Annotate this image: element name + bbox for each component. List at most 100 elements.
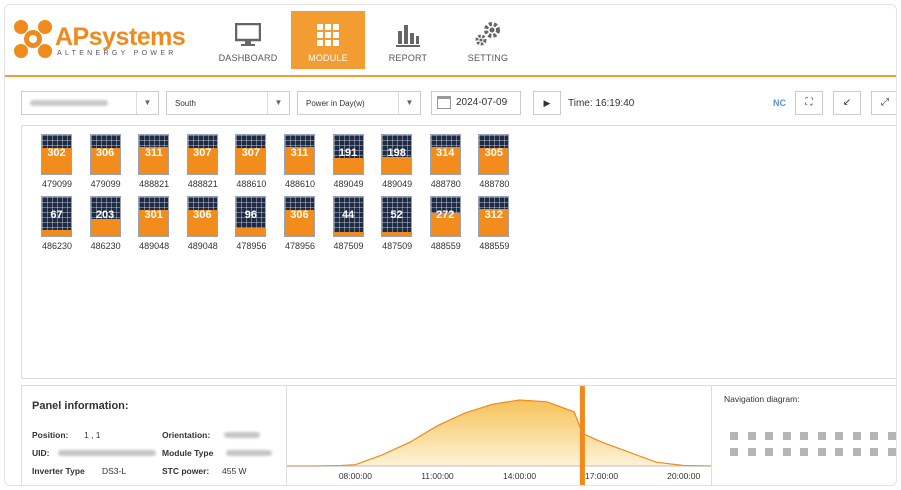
nav-module-square [817,448,826,456]
fit-button[interactable]: ⛶ [795,91,823,115]
module-item[interactable]: 198 489049 [378,134,427,196]
nav-setting[interactable]: SETTING [451,11,525,69]
power-level-fill [187,147,217,174]
module-power-value: 191 [338,147,358,159]
nav-dashboard[interactable]: DASHBOARD [211,11,285,69]
solar-panel-icon[interactable]: 306 [89,134,121,175]
module-item[interactable]: 52 487509 [378,196,427,258]
power-chart[interactable]: 08:00:00 11:00:00 14:00:00 17:00:00 20:00:00 [287,385,712,486]
module-item[interactable]: 203 486230 [87,196,136,258]
module-item[interactable]: 307 488821 [184,134,233,196]
nav-module-square [765,432,773,440]
mode-select[interactable]: Power in Day(w) ▼ [297,91,421,115]
nc-toggle[interactable]: NC [773,98,786,108]
module-power-value: 311 [290,147,309,159]
module-item[interactable]: 305 488780 [475,134,524,196]
nav-module-square [887,448,896,456]
module-item[interactable]: 311 488821 [135,134,184,196]
power-level-fill [479,209,509,236]
nav-module-square [765,448,773,456]
nav-module-square [747,448,756,456]
nav-module[interactable]: MODULE [291,11,365,69]
solar-panel-icon[interactable]: 52 [381,196,413,237]
uid-label: UID: [32,448,50,458]
module-item[interactable]: 191 489049 [330,134,379,196]
module-id: 486230 [41,241,73,251]
module-item[interactable]: 306 489048 [184,196,233,258]
module-item[interactable]: 44 487509 [330,196,379,258]
chevron-down-icon: ▼ [398,92,420,114]
module-row: 302 479099 306 479099 311 488821 307 488821 307 4… [38,134,538,196]
nav-report[interactable]: REPORT [371,11,445,69]
time-cursor[interactable] [579,386,585,486]
solar-panel-icon[interactable]: 96 [235,196,267,237]
play-button[interactable]: ▶ [533,91,561,115]
power-level-fill [284,147,314,174]
module-item[interactable]: 301 489048 [135,196,184,258]
nav-setting-label: SETTING [467,53,509,63]
x-tick-label: 14:00:00 [503,471,536,481]
solar-panel-icon[interactable]: 302 [41,134,72,175]
navigation-diagram[interactable]: Navigation diagram: [711,385,896,485]
module-item[interactable]: 314 488780 [427,134,476,196]
apsystems-logo[interactable]: APsystems ALTENERGY POWER [11,17,186,61]
module-id: 489049 [333,179,364,189]
solar-panel-icon[interactable]: 44 [332,196,364,237]
solar-panel-icon[interactable]: 306 [186,196,218,237]
main-nav: DASHBOARD MODULE REPORT SETTING [211,11,531,73]
nav-module-square [852,448,861,456]
module-item[interactable]: 311 488610 [281,134,330,196]
system-select[interactable]: ▼ [21,91,159,115]
module-item[interactable]: 96 478956 [232,196,281,258]
orientation-select[interactable]: South ▼ [166,91,290,115]
module-id: 489049 [382,179,413,189]
module-id: 479099 [90,179,121,189]
nav-module-square [730,448,738,456]
module-item[interactable]: 272 488559 [427,196,476,258]
date-picker[interactable]: 2024-07-09 [431,91,521,115]
nav-module-square [782,448,791,456]
module-item[interactable]: 312 488559 [475,196,524,258]
x-tick-label: 17:00:00 [585,471,618,481]
solar-panel-icon[interactable]: 306 [283,196,315,237]
mode-select-value: Power in Day(w) [306,99,365,108]
solar-panel-icon[interactable]: 272 [429,196,461,237]
module-item[interactable]: 302 479099 [38,134,87,196]
fullscreen-button[interactable]: ⤢ [871,91,896,115]
solar-panel-icon[interactable]: 311 [283,134,315,175]
nav-module-square [800,432,808,440]
stc-power-value: 455 W [222,466,247,476]
gears-icon [475,22,500,46]
solar-panel-icon[interactable]: 203 [89,196,121,237]
power-level-fill [139,147,169,174]
power-level-fill [479,147,509,174]
power-level-fill [382,231,412,236]
power-level-fill [430,147,460,174]
solar-panel-icon[interactable]: 198 [381,134,413,175]
zoom-in-button[interactable]: ↙ [833,91,861,115]
module-item[interactable]: 306 478956 [281,196,330,258]
solar-panel-icon[interactable]: 305 [478,134,510,175]
module-power-value: 307 [193,147,212,159]
module-id: 488780 [479,179,510,189]
solar-panel-icon[interactable]: 312 [478,196,510,237]
nav-module-square [835,432,843,440]
solar-panel-icon[interactable]: 314 [429,134,461,175]
solar-panel-icon[interactable]: 301 [138,196,170,237]
compress-icon: ⛶ [805,97,813,108]
nav-module-square [835,448,843,456]
module-item[interactable]: 306 479099 [87,134,136,196]
solar-panel-icon[interactable]: 307 [186,134,218,175]
solar-panel-icon[interactable]: 67 [41,196,72,237]
solar-panel-icon[interactable]: 311 [138,134,170,175]
solar-panel-icon[interactable]: 191 [332,134,364,175]
power-chart-svg[interactable]: 08:00:00 11:00:00 14:00:00 17:00:00 20:00:00 [287,386,712,486]
module-item[interactable]: 307 488610 [232,134,281,196]
panel-info: Panel information: Position: 1 , 1 UID: … [21,385,287,485]
nav-module-square [870,448,878,456]
module-id: 487509 [382,241,413,251]
play-icon: ▶ [543,98,551,108]
module-item[interactable]: 67 486230 [38,196,87,258]
power-level-fill [42,148,71,174]
solar-panel-icon[interactable]: 307 [235,134,267,175]
